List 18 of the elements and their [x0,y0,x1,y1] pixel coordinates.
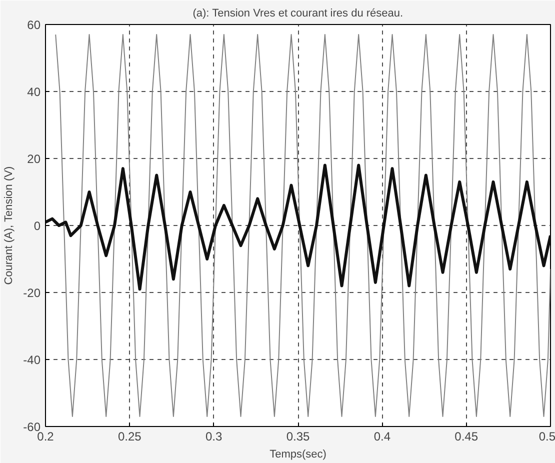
x-tick-label: 0.3 [205,430,222,444]
y-tick-label: -40 [23,353,41,367]
chart-title: (a): Tension Vres et courant ires du réseau. [192,8,404,20]
y-tick-label: 20 [27,152,41,166]
x-tick-label: 0.25 [118,430,142,444]
y-tick-label: -20 [23,286,41,300]
y-axis-title: Courant (A), Tension (V) [3,166,16,285]
y-tick-label: 40 [27,85,41,99]
y-tick-label: 60 [27,18,41,32]
x-tick-label: 0.35 [286,430,310,444]
x-axis-title: Temps(sec) [270,448,326,460]
line-series [55,34,550,417]
y-tick-label: 0 [34,219,41,233]
x-tick-label: 0.4 [374,430,391,444]
x-tick-label: 0.2 [37,430,54,444]
x-tick-label: 0.45 [454,430,478,444]
line-series [46,164,550,291]
x-tick-label: 0.5 [538,430,555,444]
